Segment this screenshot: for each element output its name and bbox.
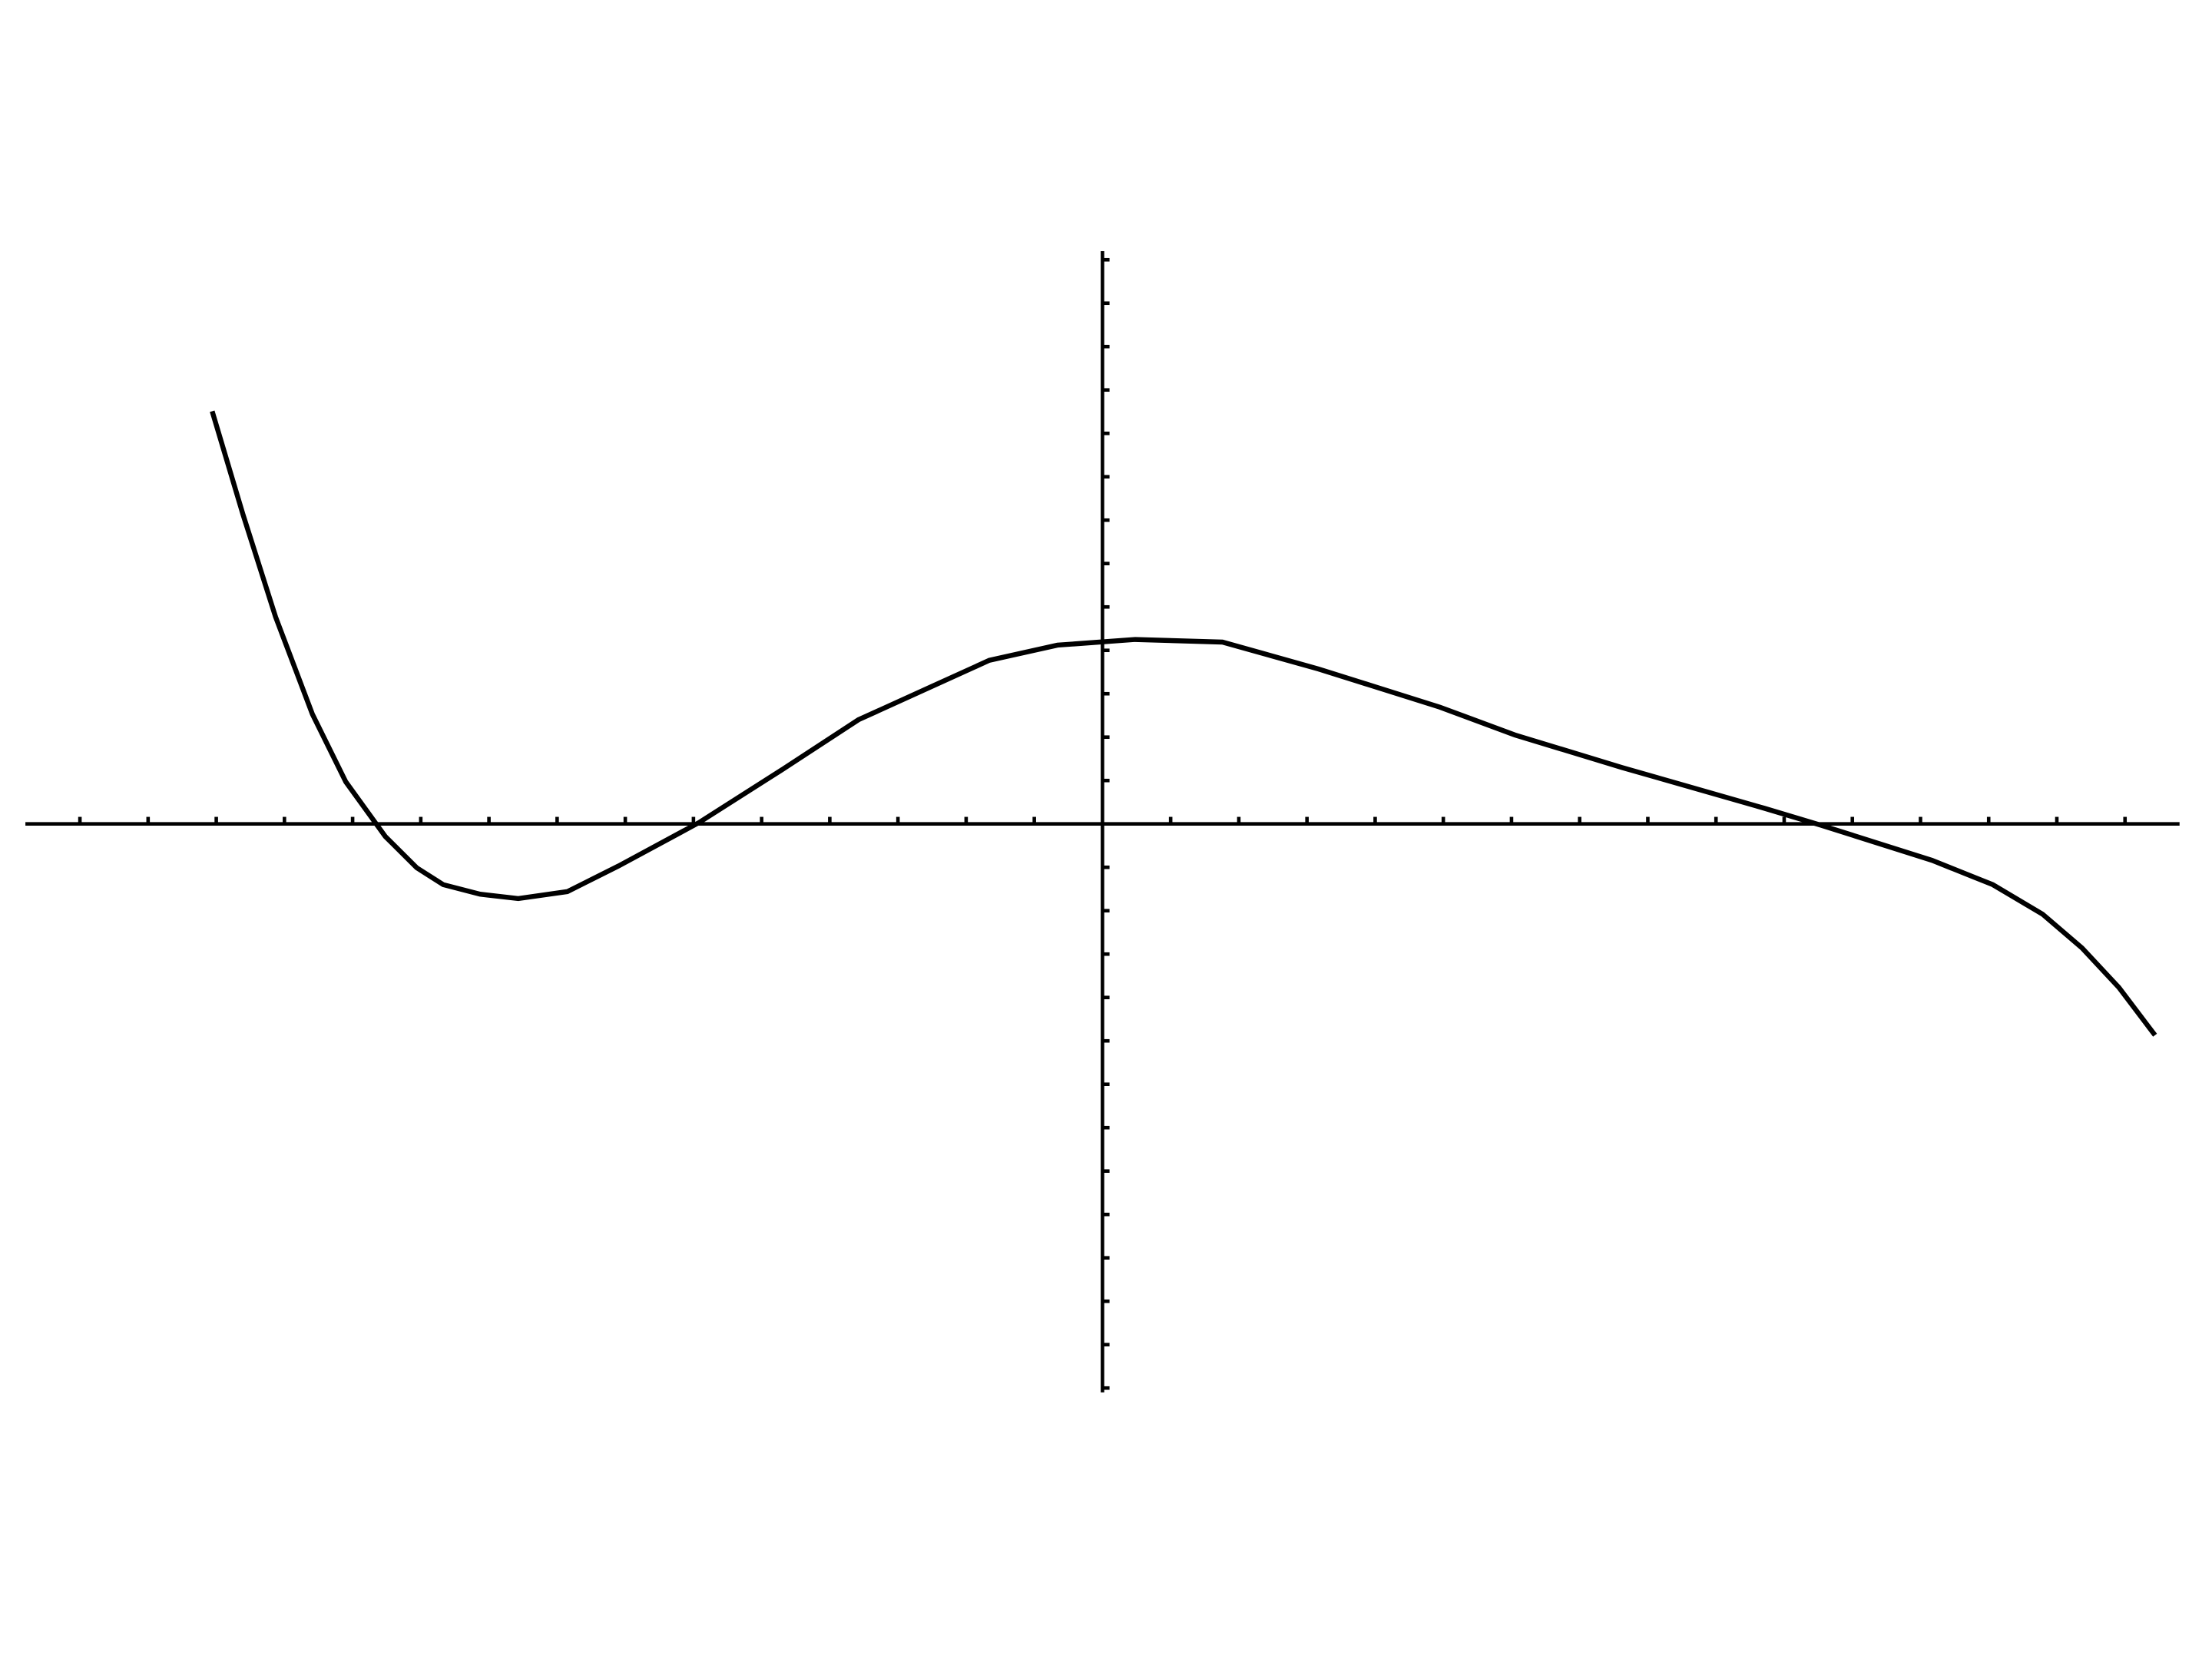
curve [210,410,2157,1037]
